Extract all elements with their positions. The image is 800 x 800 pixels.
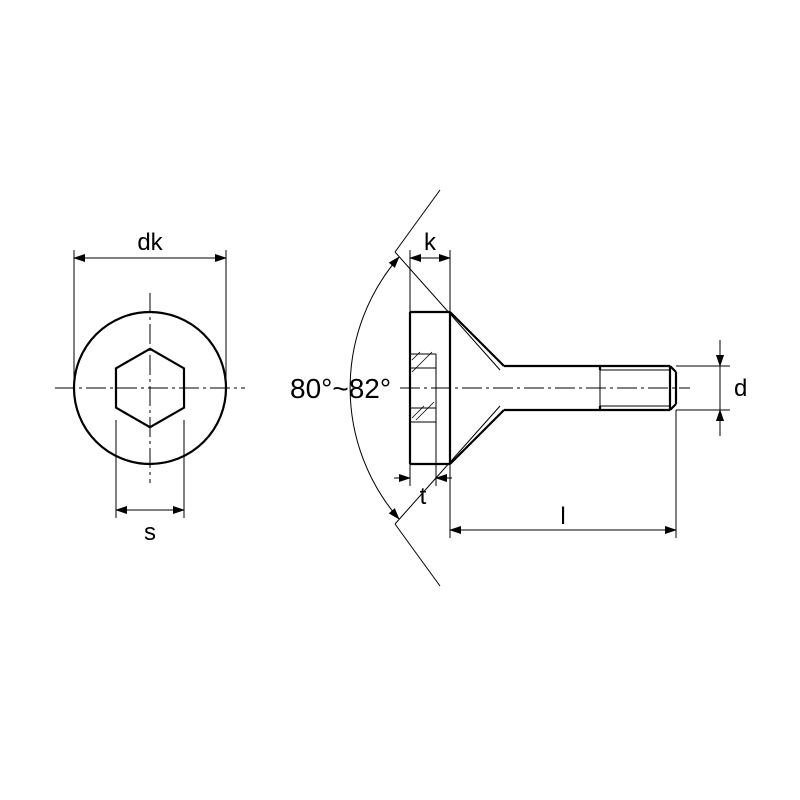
front-view bbox=[55, 293, 245, 483]
d-label: d bbox=[734, 375, 747, 402]
t-label: t bbox=[420, 483, 427, 510]
s-label: s bbox=[144, 519, 156, 546]
l-label: l bbox=[560, 503, 565, 530]
side-view bbox=[400, 312, 690, 464]
socket-section bbox=[410, 352, 436, 422]
k-label: k bbox=[424, 229, 437, 256]
k-dimension: k bbox=[410, 229, 450, 312]
technical-drawing: dk s bbox=[0, 0, 800, 800]
t-dimension: t bbox=[394, 422, 452, 510]
angle-label: 80°~82° bbox=[290, 373, 391, 404]
dk-label: dk bbox=[137, 229, 163, 256]
